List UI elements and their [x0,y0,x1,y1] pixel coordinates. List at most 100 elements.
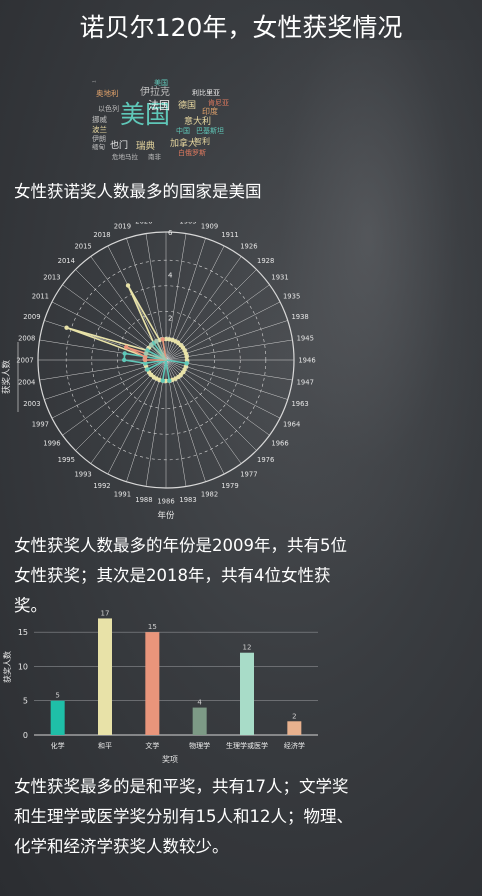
wordcloud-word: 也门 [110,141,129,151]
radar-category-label: 1976 [257,456,274,464]
radar-point [64,325,69,330]
page-title: 诺贝尔120年，女性获奖情况 [79,13,403,42]
background-portrait [230,40,482,600]
radar-category-label: 1946 [298,357,315,365]
radar-r-tick: 4 [168,272,173,280]
radar-category-label: 1986 [157,498,174,506]
bar-category-label: 和平 [98,741,112,750]
bar-mark [192,707,207,735]
radar-category-label: 2011 [32,292,49,300]
radar-point [163,378,169,384]
radar-category-label: 1977 [240,471,257,479]
radar-category-label: 1991 [114,491,131,499]
radar-category-label: 1997 [32,421,49,429]
bar-chart: 0 5 10 15 5 化学 17 和平 15 文学 4 物理学 12 生理学或医学 2 经济学 奖项 获奖人… [2,609,318,764]
radar-category-label: 1926 [240,242,257,250]
bar-mark [50,700,65,735]
bar-category-label: 物理学 [189,741,210,750]
wordcloud-word: 危地马拉 [112,153,138,161]
bar-mark [98,618,112,735]
wordcloud-word: 奥匈帝国 [92,82,96,83]
radar-point [154,339,159,344]
bar-value-label: 2 [292,712,296,720]
radar-category-label: 1947 [297,379,314,387]
country-text: 女性获诺奖人数最多的国家是美国 [14,182,262,201]
wordcloud-word: 挪威 [92,115,107,124]
radar-category-label: 1988 [135,496,152,504]
radar-point [145,367,150,372]
wordcloud-word: 加拿大 [170,139,198,149]
radar-category-label: 1982 [201,491,218,499]
radar-category-label: 2015 [74,242,91,250]
radar-point [167,378,172,383]
wordcloud-word: 智利 [194,137,210,146]
radar-point [143,351,149,356]
radar-category-label: 2003 [23,400,40,408]
wordcloud-word: 肯尼亚 [208,99,229,107]
radar-category-label: 2019 [114,222,131,230]
bar-y-tick: 10 [18,662,28,671]
radar-category-label: 1903 [157,222,174,224]
radar-point [184,357,190,363]
bar-ylabel: 获奖人数 [2,651,12,683]
wordcloud-word: 南非 [148,153,161,161]
radar-series-line [65,284,188,382]
wordcloud-word: 美国 [120,100,171,129]
wordcloud-word: 瑞典 [136,141,156,152]
bar-category-label: 化学 [51,741,65,750]
radar-category-label: 1995 [58,456,75,464]
wordcloud-word: 缅甸 [92,143,105,151]
bar-category-label: 经济学 [284,741,305,750]
wordcloud-word: 白俄罗斯 [178,149,206,157]
wordcloud-word: 印度 [202,107,218,116]
radar-point [160,378,165,383]
radar-point [125,283,131,288]
radar-category-label: 1996 [43,439,60,447]
radar-point [184,361,189,366]
radar-category-label: 2014 [58,257,75,265]
bar-y-tick: 15 [18,628,28,637]
radar-category-label: 1992 [93,482,110,490]
wordcloud-word: 利比里亚 [192,89,220,97]
radar-category-label: 1963 [291,400,308,408]
radar-category-label: 2018 [93,231,110,239]
radar-category-label: 2020 [135,222,152,225]
bar-y-tick: 0 [23,731,28,740]
radar-point [142,357,148,363]
radar-point [160,337,165,342]
radar-point [163,336,169,342]
bar-y-tick: 5 [23,697,28,706]
country-wordcloud: 美国 奥地利 伊拉克 利比里亚 肯尼亚 奥匈帝国 美国 法国 德国 印度 以色列 挪威 意大利 波兰 中国巴… [92,78,242,164]
radar-ylabel-group: 获奖人数 [1,342,19,412]
wordcloud-word: 德国 [178,101,197,111]
radar-category-label: 1993 [74,471,91,479]
bar-mark [240,652,254,735]
radar-r-tick: 6 [168,229,173,237]
radar-category-label: 1905 [179,222,196,225]
wordcloud-word: 中国 [176,127,190,135]
bar-value-label: 15 [148,623,157,631]
bar-value-label: 12 [243,644,252,652]
radar-category-label: 1931 [271,274,288,282]
bar-category-label: 文学 [145,741,159,750]
bar-category-label: 生理学或医学 [226,741,268,750]
year-text: 女性获奖人数最多的年份是2009年，共有5位女性获奖；其次是2018年，共有4位… [14,536,347,615]
radar-category-label: 1979 [221,482,238,490]
bar-mark [287,721,302,735]
wordcloud-word: 美国 [154,79,168,87]
wordcloud-word: 法国 [148,99,170,112]
radar-category-label: 1966 [271,439,288,447]
bar-value-label: 4 [197,699,202,707]
radar-category-label: 2008 [18,334,35,342]
radar-point [121,357,127,363]
radar-xlabel: 年份 [157,510,175,521]
radar-category-label: 1938 [291,313,308,321]
radar-category-label: 2013 [43,274,60,282]
wordcloud-word: 意大利 [184,117,212,127]
radar-point [184,354,189,359]
radar-ylabel: 获奖人数 [1,360,12,395]
radar-category-label: 2009 [23,313,40,321]
radar-category-label: 1945 [297,334,314,342]
radar-category-label: 2007 [16,357,33,365]
